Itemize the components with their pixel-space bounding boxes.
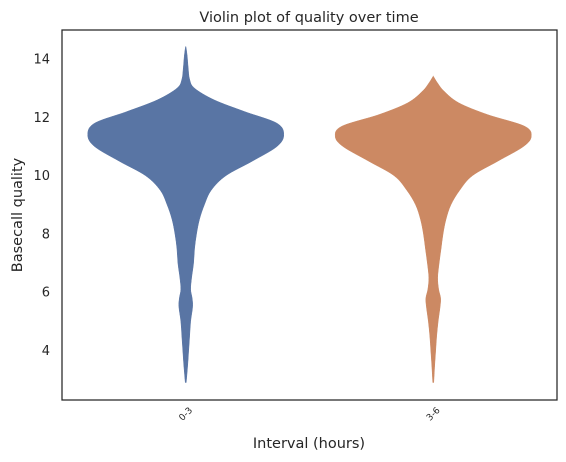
y-tick-label: 10 bbox=[33, 169, 50, 184]
plot-frame bbox=[61, 29, 558, 401]
y-tick-label: 14 bbox=[33, 53, 50, 68]
violin-3-6 bbox=[334, 75, 532, 383]
y-tick-label: 6 bbox=[42, 286, 50, 301]
x-tick-label: 3-6 bbox=[425, 406, 443, 424]
y-axis-label: Basecall quality bbox=[10, 157, 26, 272]
x-axis-ticks: 0-3 3-6 bbox=[178, 406, 443, 424]
y-tick-label: 4 bbox=[42, 344, 50, 359]
y-axis-ticks: 4 6 8 10 12 14 bbox=[33, 53, 50, 359]
x-axis-label: Interval (hours) bbox=[253, 436, 365, 452]
chart-title: Violin plot of quality over time bbox=[199, 10, 418, 26]
violins-group bbox=[87, 46, 532, 383]
y-tick-label: 8 bbox=[42, 227, 50, 242]
x-tick-label: 0-3 bbox=[178, 406, 195, 423]
violin-0-3 bbox=[87, 46, 285, 383]
y-tick-label: 12 bbox=[33, 111, 50, 126]
